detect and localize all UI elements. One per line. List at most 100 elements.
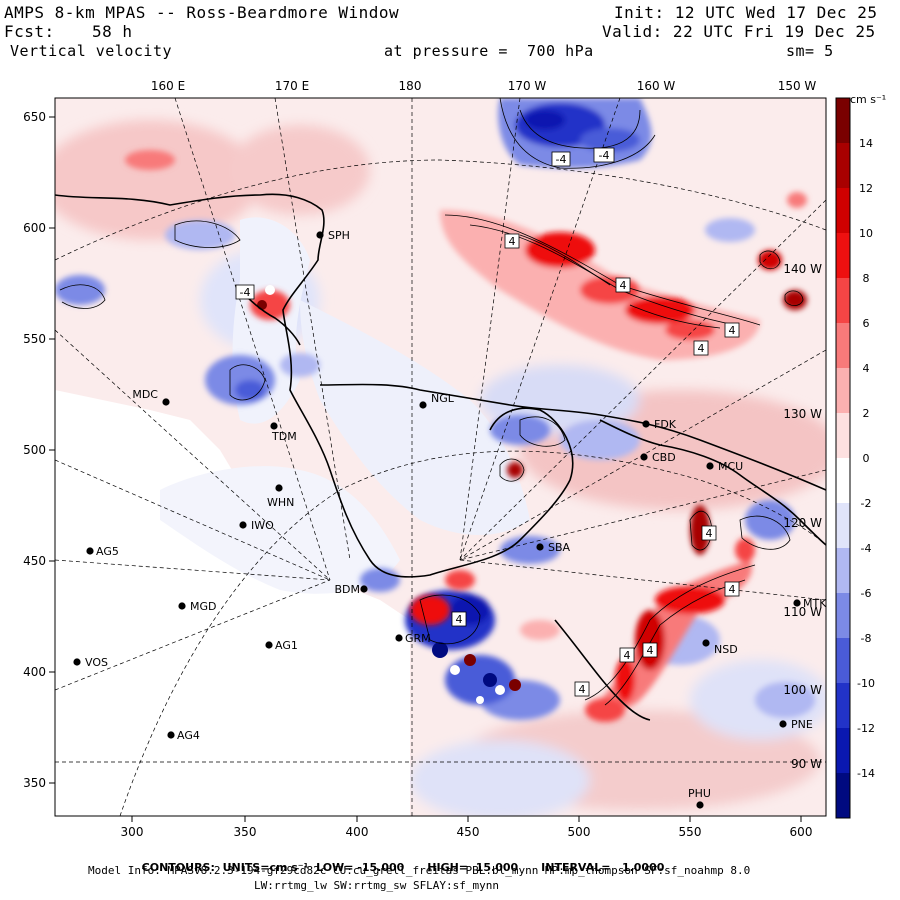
y-tick-label: 400 (23, 665, 46, 679)
x-tick-label: 550 (679, 825, 702, 839)
contour-label: -4 (551, 151, 571, 167)
colorbar-swatch (836, 413, 850, 459)
station-ngl: NGL (419, 392, 455, 409)
contour-label: 4 (693, 340, 709, 356)
y-tick-label: 550 (23, 332, 46, 346)
y-tick-label: 500 (23, 443, 46, 457)
colorbar-swatch (836, 143, 850, 189)
colorbar-swatch (836, 638, 850, 684)
station-dot (702, 639, 710, 647)
station-sba: SBA (536, 541, 571, 554)
colorbar-swatch (836, 728, 850, 774)
station-dot (640, 453, 648, 461)
forecast-hour: 58 h (92, 22, 133, 41)
valid-time: Valid: 22 UTC Fri 19 Dec 25 (602, 22, 876, 41)
colorbar-level-label: 10 (859, 227, 873, 240)
station-dot (239, 521, 247, 529)
station-grm: GRM (395, 632, 431, 645)
colorbar-swatch (836, 458, 850, 504)
station-ag5: AG5 (86, 545, 119, 558)
lon-label: 180 (399, 79, 422, 93)
plot-frame (54, 97, 827, 817)
x-tick-label: 300 (121, 825, 144, 839)
lon-label: 90 W (791, 757, 822, 771)
svg-text:4: 4 (647, 644, 654, 657)
station-cbd: CBD (640, 451, 676, 464)
right-lon-labels: 140 W 130 W 120 W 110 W 100 W 90 W (783, 262, 822, 771)
station-vos: VOS (73, 656, 108, 669)
interval-key: INTERVAL= (541, 861, 611, 874)
low-value: -15.000 (357, 861, 405, 874)
station-label: TDM (271, 430, 297, 443)
station-label: MCU (718, 460, 743, 473)
lon-label: 170 E (275, 79, 309, 93)
colorbar-level-label: 12 (859, 182, 873, 195)
colorbar-level-label: -14 (857, 767, 875, 780)
station-mdc: MDC (132, 388, 170, 406)
station-dot (275, 484, 283, 492)
forecast-label: Fcst: (4, 22, 55, 41)
station-tdm: TDM (270, 422, 297, 443)
svg-text:4: 4 (729, 324, 736, 337)
x-tick-label: 400 (346, 825, 369, 839)
graticule (55, 98, 826, 816)
colorbar-level-label: 2 (863, 407, 870, 420)
station-sph: SPH (316, 229, 350, 242)
station-label: AG1 (275, 639, 298, 652)
lon-label: 160 W (637, 79, 676, 93)
station-phu: PHU (688, 787, 711, 809)
station-label: AG4 (177, 729, 200, 742)
station-label: MDC (132, 388, 158, 401)
x-tick-label: 500 (568, 825, 591, 839)
colorbar-level-label: 14 (859, 137, 873, 150)
station-label: BDM (334, 583, 360, 596)
station-whn: WHN (267, 484, 294, 509)
contour-label: 4 (642, 642, 658, 658)
colorbar-level-label: 6 (863, 317, 870, 330)
svg-text:4: 4 (620, 279, 627, 292)
station-label: SBA (548, 541, 571, 554)
station-label: MGD (190, 600, 217, 613)
colorbar-level-label: -4 (861, 542, 872, 555)
station-mgd: MGD (178, 600, 217, 613)
shaded-field (55, 98, 826, 816)
station-label: SPH (328, 229, 350, 242)
high-value: 15.000 (475, 861, 519, 874)
lon-label: 160 E (151, 79, 185, 93)
pressure-level: at pressure = 700 hPa (384, 42, 594, 60)
y-tick-label: 350 (23, 776, 46, 790)
contour-label: 4 (701, 525, 717, 541)
units-key: UNITS= (222, 861, 270, 874)
station-dot (73, 658, 81, 666)
station-mtk: MTK (793, 597, 827, 610)
contour-label: 4 (724, 581, 740, 597)
x-tick-label: 350 (234, 825, 257, 839)
svg-text:-4: -4 (240, 286, 251, 299)
station-label: AG5 (96, 545, 119, 558)
colorbar-swatch (836, 593, 850, 639)
footer-contours: CONTOURS: UNITS=cm s⁻¹ LOW= -15.000 HIGH… (134, 848, 665, 874)
y-tick-label: 600 (23, 221, 46, 235)
station-dot (696, 801, 704, 809)
station-dot (642, 420, 650, 428)
station-dot (793, 599, 801, 607)
contour-labels: -4 -4 4 4 4 4 4 4 4 4 4 4 -4 (235, 147, 740, 697)
lon-label: 100 W (783, 683, 822, 697)
station-label: VOS (85, 656, 108, 669)
colorbar-level-label: 8 (863, 272, 870, 285)
colorbar-swatch (836, 323, 850, 369)
lon-label: 130 W (783, 407, 822, 421)
station-label: FDK (654, 418, 677, 431)
station-dot (419, 401, 427, 409)
station-dot (779, 720, 787, 728)
lon-label: 140 W (783, 262, 822, 276)
colorbar-swatch (836, 368, 850, 414)
lon-label: 170 W (508, 79, 547, 93)
station-label: NGL (431, 392, 455, 405)
station-label: CBD (652, 451, 676, 464)
station-dot (178, 602, 186, 610)
axis-ticks (49, 116, 802, 822)
colorbar-level-label: 4 (863, 362, 870, 375)
init-time: Init: 12 UTC Wed 17 Dec 25 (614, 3, 878, 22)
svg-text:4: 4 (509, 235, 516, 248)
